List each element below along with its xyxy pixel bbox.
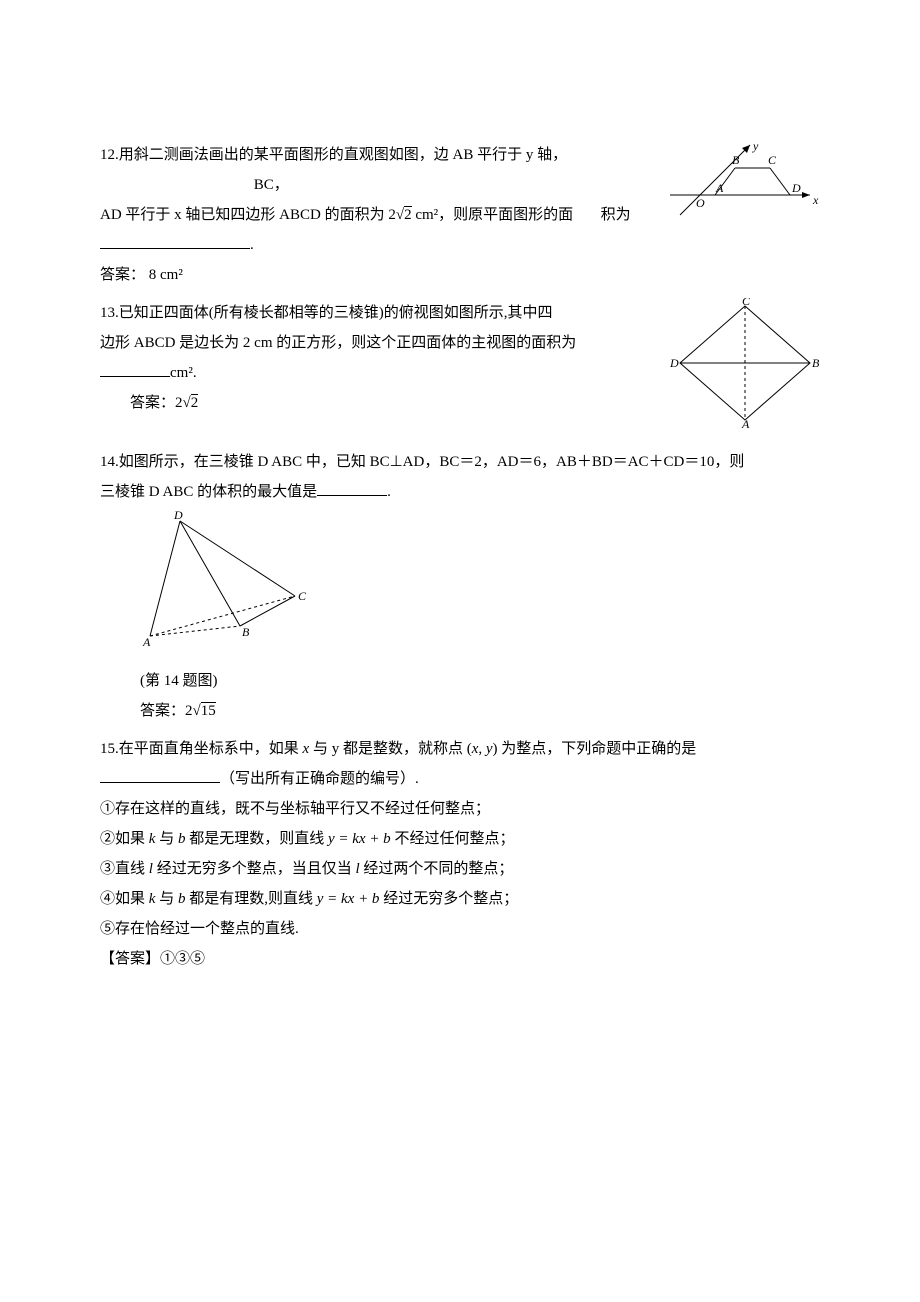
- question-13: C B A D 13.已知正四面体(所有棱长都相等的三棱锥)的俯视图如图所示,其…: [100, 298, 820, 439]
- q15-hint: （写出所有正确命题的编号）.: [220, 771, 419, 787]
- q12-blank: [100, 248, 250, 249]
- q12-line2b: cm²，则原平面图形的面: [412, 207, 574, 223]
- q15-opt2: ②如果 k 与 b 都是无理数，则直线 y = kx + b 不经过任何整点；: [100, 824, 820, 854]
- q15-opt3: ③直线 l 经过无穷多个整点，当且仅当 l 经过两个不同的整点；: [100, 854, 820, 884]
- q13-answer-prefix: 答案：2: [130, 395, 183, 411]
- svg-text:B: B: [732, 153, 740, 167]
- svg-text:D: D: [670, 356, 679, 370]
- q15-opt5: ⑤存在恰经过一个整点的直线.: [100, 914, 820, 944]
- q14-answer-prefix: 答案：2: [140, 703, 193, 719]
- q15-o4c: 都是有理数,则直线: [185, 891, 316, 907]
- q15-blank: [100, 782, 220, 783]
- q12-blank-line: .: [100, 230, 820, 260]
- svg-text:y: y: [752, 140, 759, 153]
- question-15: 15.在平面直角坐标系中，如果 x 与 y 都是整数，就称点 (x, y) 为整…: [100, 734, 820, 974]
- sqrt-symbol: √: [193, 703, 201, 719]
- q14-blank: [317, 495, 387, 496]
- q15-o2b: 与: [155, 831, 178, 847]
- q14-figure: A D B C: [140, 511, 820, 662]
- q15-o4eq: y = kx + b: [317, 891, 380, 907]
- q15-l1b: 与 y 都是整数，就称点 (: [309, 741, 472, 757]
- question-12: x y O A B C D 12.用斜二测画法画出的某平面图形的直观图如图，边 …: [100, 140, 820, 290]
- q15-o2a: ②如果: [100, 831, 149, 847]
- q13-unit: cm².: [170, 365, 197, 381]
- svg-text:D: D: [173, 511, 183, 522]
- q14-answer-sqrt: 15: [201, 702, 216, 719]
- q15-hint-line: （写出所有正确命题的编号）.: [100, 764, 820, 794]
- q14-blank-end: .: [387, 484, 391, 500]
- svg-text:C: C: [742, 298, 751, 308]
- q15-o2c: 都是无理数，则直线: [185, 831, 328, 847]
- q14-line1: 14.如图所示，在三棱锥 D ­ABC 中，已知 BC⊥AD，BC＝2，AD＝6…: [100, 447, 820, 477]
- svg-text:C: C: [298, 589, 307, 603]
- svg-text:A: A: [715, 181, 724, 195]
- svg-text:C: C: [768, 153, 777, 167]
- q15-o2eq: y = kx + b: [328, 831, 391, 847]
- q15-opt4: ④如果 k 与 b 都是有理数,则直线 y = kx + b 经过无穷多个整点；: [100, 884, 820, 914]
- q15-line1: 15.在平面直角坐标系中，如果 x 与 y 都是整数，就称点 (x, y) 为整…: [100, 734, 820, 764]
- q14-answer: 答案：2√15: [140, 696, 820, 726]
- q14-line2: 三棱锥 D ­ABC 的体积的最大值是.: [100, 477, 820, 507]
- q15-o3b: 经过无穷多个整点，当且仅当: [153, 861, 356, 877]
- svg-text:A: A: [741, 417, 750, 428]
- svg-text:x: x: [812, 193, 819, 207]
- sqrt-symbol: √: [183, 395, 191, 411]
- q15-o4a: ④如果: [100, 891, 149, 907]
- sqrt-symbol: √: [396, 207, 404, 223]
- svg-text:O: O: [696, 196, 705, 210]
- q15-o3a: ③直线: [100, 861, 149, 877]
- svg-text:D: D: [791, 181, 801, 195]
- q12-figure: x y O A B C D: [670, 140, 820, 231]
- svg-text:B: B: [242, 625, 250, 639]
- q15-o3c: 经过两个不同的整点；: [360, 861, 514, 877]
- question-14: 14.如图所示，在三棱锥 D ­ABC 中，已知 BC⊥AD，BC＝2，AD＝6…: [100, 447, 820, 726]
- q12-blank-end: .: [250, 237, 254, 253]
- q15-o4b: 与: [155, 891, 178, 907]
- q12-text-bc: BC，: [254, 177, 289, 193]
- svg-text:A: A: [142, 635, 151, 649]
- q14-caption: (第 14 题图): [140, 666, 820, 696]
- q15-l1c: ) 为整点，下列命题中正确的是: [493, 741, 697, 757]
- q12-line2a: AD 平行于 x 轴已知四边形 ABCD 的面积为 2: [100, 207, 396, 223]
- q12-answer: 答案： 8 cm²: [100, 260, 820, 290]
- q13-blank: [100, 376, 170, 377]
- q15-xy: x, y: [472, 741, 493, 757]
- q13-answer-sqrt: 2: [191, 394, 199, 411]
- q12-line2c: 积为: [601, 207, 631, 223]
- q14-line2-text: 三棱锥 D ­ABC 的体积的最大值是: [100, 484, 317, 500]
- q15-opt1: ①存在这样的直线，既不与坐标轴平行又不经过任何整点；: [100, 794, 820, 824]
- q12-text-before: 12.用斜二测画法画出的某平面图形的直观图如图，边 AB 平行于 y 轴，: [100, 147, 567, 163]
- q15-answer: 【答案】①③⑤: [100, 944, 820, 974]
- q15-o4d: 经过无穷多个整点；: [379, 891, 518, 907]
- q15-l1a: 15.在平面直角坐标系中，如果: [100, 741, 303, 757]
- svg-text:B: B: [812, 356, 820, 370]
- q15-o2d: 不经过任何整点；: [391, 831, 515, 847]
- q13-figure: C B A D: [670, 298, 820, 439]
- q12-sqrt-val: 2: [404, 206, 412, 223]
